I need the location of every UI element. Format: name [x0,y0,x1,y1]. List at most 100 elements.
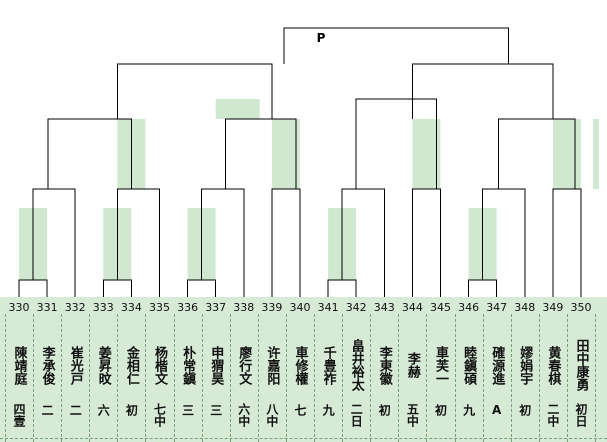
player-name[interactable]: 李承俊 [33,333,61,397]
player-name[interactable]: 睦鎭碩 [455,333,483,397]
player-name[interactable]: 嫪娟宇 [511,333,539,397]
player-name[interactable]: 许嘉阳 [258,333,286,397]
player-rank-text: 八中 [264,403,279,427]
player-number: 330 [8,301,30,314]
player-rank: 初 [370,403,398,441]
player-name-text: 車芙一 [433,345,448,385]
player-name[interactable]: 金相仁 [117,333,145,397]
quarter-left [116,63,273,119]
player-name[interactable]: 田中康勇 [567,333,595,397]
player-number: 341 [317,301,339,314]
highlight-block-10 [593,119,599,189]
final [283,27,510,64]
pair-333-334 [102,279,132,297]
player-name-text: 車修權 [292,345,308,385]
pair-346-347 [468,279,498,297]
player-rank-text: 二 [68,404,83,416]
player-number: 345 [430,301,451,314]
player-number: 337 [205,301,227,314]
player-name[interactable]: 李東徽 [370,333,398,397]
player-name[interactable]: 李赫 [398,333,426,397]
player-name-text: 廖行文 [236,345,252,385]
player-rank: 二 [61,403,89,441]
player-rank: 三 [174,403,202,441]
player-rank-text: 三 [208,404,223,416]
player-rank: 七 [286,403,314,441]
player-name[interactable]: 陳靖庭 [5,333,33,397]
player-rank-text: A [489,403,504,417]
player-name[interactable]: 杨楷文 [146,333,174,397]
match-c [201,188,245,280]
player-name[interactable]: 車修權 [286,333,314,397]
player-rank: 二中 [539,403,567,441]
column-divider [342,314,344,442]
player-name-text: 嫪娟宇 [517,345,533,385]
player-panel [0,297,607,442]
player-name[interactable]: 確源進 [483,333,511,397]
column-divider [5,314,6,442]
semi-right-a [355,98,437,189]
player-rank-text: 七中 [152,403,167,427]
column-divider [426,314,428,442]
player-name-text: 李承俊 [39,345,55,385]
highlight-block-8 [552,119,581,189]
player-number: 335 [149,301,170,314]
player-rank-text: 初 [124,404,139,416]
match-349-350 [552,188,582,297]
player-rank-text: 四壹 [12,403,26,427]
player-rank-text: 七 [293,404,307,416]
player-name-text: 千豊祚 [320,345,336,385]
player-rank: 八中 [258,403,286,441]
player-number: 347 [486,301,508,314]
player-rank-text: 初 [377,404,392,416]
player-number: 346 [458,301,480,314]
column-divider [510,314,512,442]
column-divider [117,314,119,442]
player-rank: 二 [33,403,61,441]
semi-right-b [498,118,576,189]
player-name[interactable]: 姜昇旼 [89,333,117,397]
match-339-340 [271,188,301,297]
match-d [341,188,385,280]
player-number: 331 [36,301,58,314]
player-name[interactable]: 申猬昊 [202,333,230,397]
player-number: 350 [570,301,592,314]
player-name-text: 睦鎭碩 [461,345,477,385]
player-name[interactable]: 千豊祚 [314,333,342,397]
pair-330-331 [18,279,48,297]
column-divider [538,314,540,442]
column-divider [145,314,147,442]
semi-left-b [225,118,297,189]
player-rank: 初 [117,403,145,441]
player-rank-text: 五中 [405,403,420,427]
player-number: 338 [233,301,255,314]
column-divider [61,314,63,442]
highlight-block-9 [215,99,260,119]
player-name[interactable]: 朴常鎭 [174,333,202,397]
column-divider [285,314,287,442]
player-name-text: 黄春棋 [545,345,561,385]
player-name[interactable]: 崔光戸 [61,333,89,397]
player-name[interactable]: 黄春棋 [539,333,567,397]
pair-336-337 [187,279,217,297]
player-rank: 七中 [146,403,174,441]
semi-left-a [47,118,132,189]
column-divider [566,314,568,442]
player-rank: A [483,403,511,441]
match-344-345 [411,188,441,297]
final-label: P [316,31,326,45]
player-rank: 初 [427,403,455,441]
player-name-text: 许嘉阳 [264,345,280,385]
player-name[interactable]: 畠井裕太 [342,333,370,397]
player-name[interactable]: 車芙一 [427,333,455,397]
player-number: 342 [345,301,367,314]
player-name[interactable]: 廖行文 [230,333,258,397]
player-rank: 九 [455,403,483,441]
player-name-text: 畠井裕太 [348,339,364,391]
column-divider [229,314,231,442]
player-rank-text: 九 [321,404,336,416]
column-divider [33,314,34,442]
player-name-text: 田中康勇 [573,339,589,391]
player-rank-text: 三 [180,404,195,416]
column-divider [257,314,259,442]
